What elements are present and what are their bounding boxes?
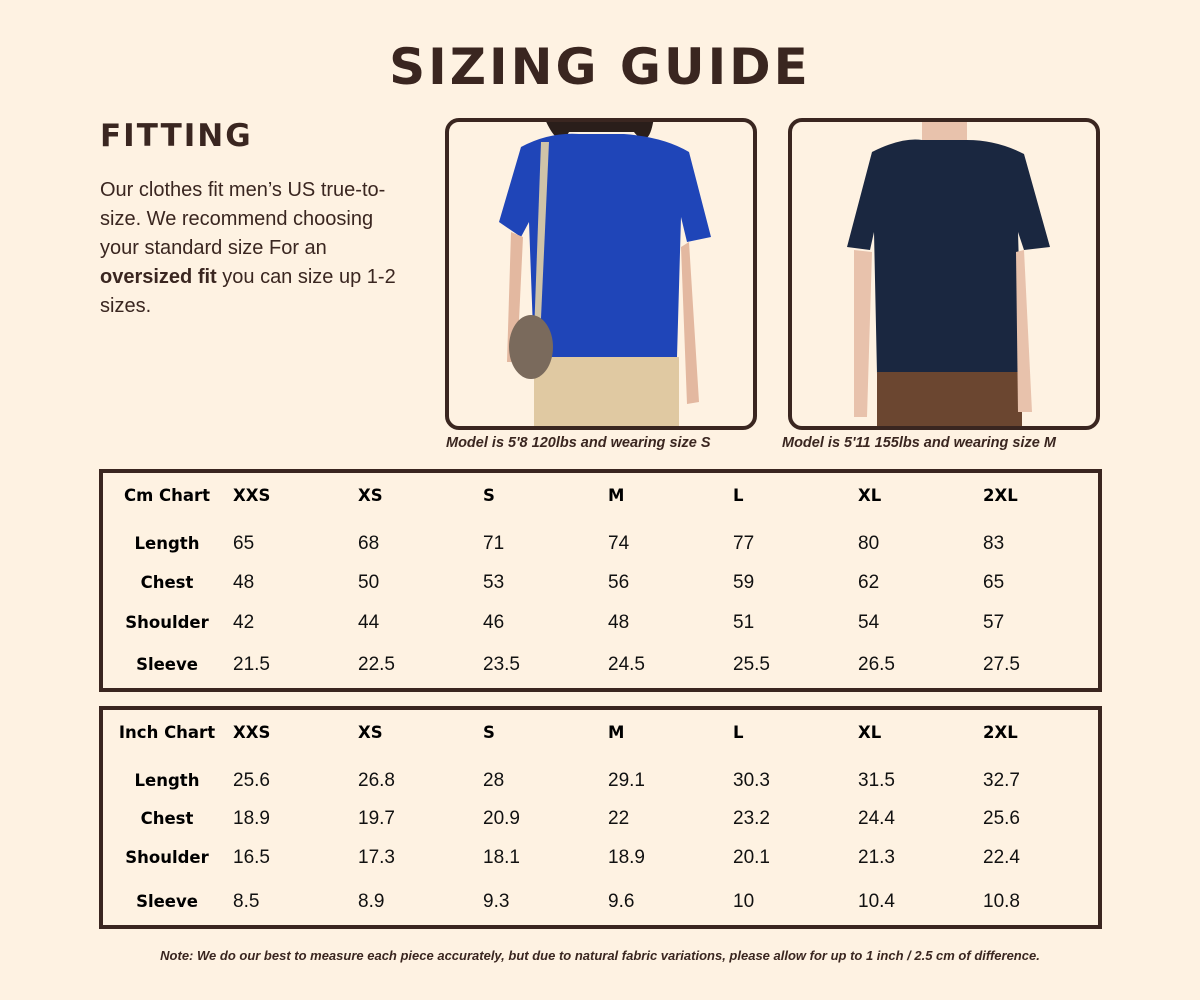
table-cell: 74 [608, 533, 630, 554]
size-header: XS [358, 723, 383, 742]
table-cell: 25.6 [983, 808, 1020, 829]
table-cell: 26.5 [858, 654, 895, 675]
size-header: XS [358, 486, 383, 505]
size-header: S [483, 486, 495, 505]
chart-title: Cm Chart [123, 486, 211, 505]
table-cell: 25.5 [733, 654, 770, 675]
table-cell: 50 [358, 572, 380, 593]
size-header: M [608, 723, 625, 742]
table-cell: 65 [233, 533, 255, 554]
table-cell: 29.1 [608, 770, 645, 791]
size-header: XL [858, 723, 882, 742]
table-cell: 20.9 [483, 808, 520, 829]
fitting-description: Our clothes fit men’s US true-to-size. W… [100, 176, 410, 321]
table-cell: 59 [733, 572, 755, 593]
row-label: Length [134, 534, 200, 553]
fitting-text: Our clothes fit men’s US true-to-size. W… [100, 179, 386, 259]
table-cell: 65 [983, 572, 1005, 593]
table-cell: 19.7 [358, 808, 395, 829]
table-cell: 56 [608, 572, 630, 593]
table-cell: 30.3 [733, 770, 770, 791]
table-cell: 8.5 [233, 891, 260, 912]
table-cell: 9.6 [608, 891, 635, 912]
size-header: M [608, 486, 625, 505]
model-caption-male: Model is 5'11 155lbs and wearing size M [782, 435, 1056, 451]
table-cell: 54 [858, 612, 880, 633]
table-cell: 23.5 [483, 654, 520, 675]
size-header: XL [858, 486, 882, 505]
table-cell: 22.4 [983, 847, 1020, 868]
fitting-text-bold: oversized fit [100, 266, 217, 288]
row-label: Chest [140, 809, 194, 828]
table-cell: 22 [608, 808, 630, 829]
measurement-note: Note: We do our best to measure each pie… [160, 948, 1040, 963]
table-cell: 26.8 [358, 770, 395, 791]
size-header: S [483, 723, 495, 742]
table-cell: 44 [358, 612, 380, 633]
table-cell: 21.3 [858, 847, 895, 868]
table-cell: 20.1 [733, 847, 770, 868]
table-cell: 48 [233, 572, 255, 593]
size-header: XXS [233, 486, 271, 505]
model-photo-male [788, 118, 1100, 430]
fitting-heading: FITTING [100, 118, 253, 154]
table-cell: 24.4 [858, 808, 895, 829]
row-label: Shoulder [125, 848, 209, 867]
chart-title: Inch Chart [118, 723, 216, 742]
table-cell: 27.5 [983, 654, 1020, 675]
model-caption-female: Model is 5'8 120lbs and wearing size S [446, 435, 711, 451]
table-cell: 16.5 [233, 847, 270, 868]
table-cell: 46 [483, 612, 505, 633]
table-cell: 24.5 [608, 654, 645, 675]
table-cell: 80 [858, 533, 880, 554]
fitting-text-end: you can size up 1-2 sizes. [100, 266, 396, 317]
size-header: L [733, 486, 744, 505]
size-header: XXS [233, 723, 271, 742]
table-cell: 77 [733, 533, 755, 554]
table-cell: 8.9 [358, 891, 385, 912]
table-cell: 23.2 [733, 808, 770, 829]
table-cell: 48 [608, 612, 630, 633]
model-photo-female [445, 118, 757, 430]
table-cell: 10 [733, 891, 755, 912]
table-cell: 51 [733, 612, 755, 633]
table-cell: 42 [233, 612, 255, 633]
row-label: Length [134, 771, 200, 790]
table-cell: 68 [358, 533, 380, 554]
size-header: 2XL [983, 486, 1018, 505]
table-cell: 10.8 [983, 891, 1020, 912]
table-cell: 31.5 [858, 770, 895, 791]
table-cell: 62 [858, 572, 880, 593]
table-cell: 57 [983, 612, 1005, 633]
table-cell: 22.5 [358, 654, 395, 675]
table-cell: 18.1 [483, 847, 520, 868]
size-header: L [733, 723, 744, 742]
cm-chart-table: Cm Chart XXS XS S M L XL 2XL Length 65 68 71 74 77 80 8… [99, 469, 1102, 692]
table-cell: 10.4 [858, 891, 895, 912]
table-cell: 25.6 [233, 770, 270, 791]
table-cell: 17.3 [358, 847, 395, 868]
table-cell: 53 [483, 572, 505, 593]
table-cell: 83 [983, 533, 1005, 554]
page-title: SIZING GUIDE [389, 38, 811, 96]
row-label: Shoulder [125, 613, 209, 632]
inch-chart-table: Inch Chart XXS XS S M L XL 2XL Length 25.6 26.8 28 2… [99, 706, 1102, 929]
row-label: Chest [140, 573, 194, 592]
row-label: Sleeve [136, 892, 198, 911]
row-label: Sleeve [136, 655, 198, 674]
table-cell: 9.3 [483, 891, 510, 912]
table-cell: 71 [483, 533, 505, 554]
table-cell: 28 [483, 770, 505, 791]
table-cell: 32.7 [983, 770, 1020, 791]
table-cell: 18.9 [608, 847, 645, 868]
table-cell: 18.9 [233, 808, 270, 829]
table-cell: 21.5 [233, 654, 270, 675]
size-header: 2XL [983, 723, 1018, 742]
